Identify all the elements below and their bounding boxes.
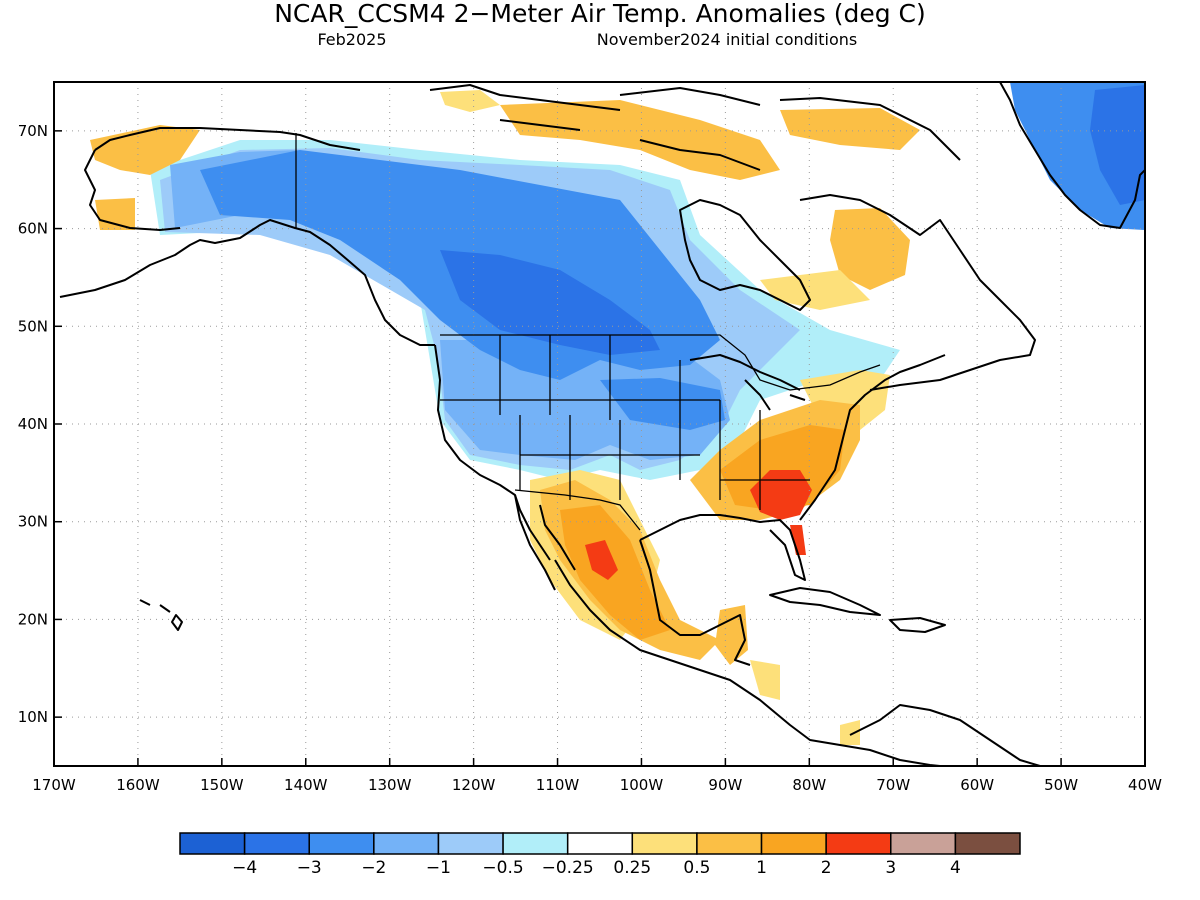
anomaly-region-labrador-pale — [760, 270, 870, 310]
x-tick-label: 130W — [368, 776, 412, 794]
colorbar-swatch — [373, 832, 440, 855]
coastline-hispaniola — [889, 617, 946, 633]
map-gridlines — [54, 82, 1145, 766]
coastline-alaska-north — [94, 127, 361, 151]
colorbar-swatch — [179, 832, 246, 855]
colorbar-swatch — [502, 832, 569, 855]
x-tick-label: 150W — [200, 776, 244, 794]
y-axis-ticks: 10N 20N 30N 40N 50N 60N 70N — [18, 122, 62, 726]
x-tick-label: 40W — [1128, 776, 1162, 794]
anomaly-region-greenland-deep — [1090, 85, 1145, 205]
coastline-great-lakes — [689, 354, 806, 411]
y-tick-label: 40N — [18, 415, 48, 433]
anomaly-shading — [90, 82, 1145, 745]
anomaly-region-caribbean-pale — [840, 720, 860, 745]
coastline-south-america — [849, 704, 1041, 766]
colorbar-swatch — [696, 832, 763, 855]
anomaly-region-georgia-carolina — [750, 470, 812, 520]
x-tick-label: 90W — [708, 776, 742, 794]
colorbar-swatch — [890, 832, 957, 855]
colorbar-label: −0.25 — [542, 858, 594, 878]
x-tick-label: 110W — [536, 776, 580, 794]
x-axis-ticks: 170W 160W 150W 140W 130W 120W 110W 100W 90W 80W 70… — [32, 758, 1162, 794]
colorbar-label: 0.25 — [613, 858, 651, 878]
coastline-us-west — [434, 344, 551, 561]
anomaly-region-arctic-warm-east — [780, 108, 920, 150]
colorbar-label: 1 — [756, 858, 767, 878]
colorbar-swatch — [308, 832, 375, 855]
x-tick-label: 70W — [876, 776, 910, 794]
map-plot-area — [54, 82, 1145, 766]
x-tick-label: 80W — [792, 776, 826, 794]
coastline-arctic-islands — [429, 84, 961, 171]
x-tick-label: 100W — [620, 776, 664, 794]
colorbar-label: 4 — [950, 858, 961, 878]
anomaly-region-florida — [790, 525, 806, 555]
anomaly-region-central-america-pale — [750, 660, 780, 700]
border-us-states — [440, 335, 810, 510]
coastlines — [59, 82, 1145, 766]
colorbar-swatch — [437, 832, 504, 855]
anomaly-region-alaska-south-warm — [95, 198, 135, 230]
colorbar-swatch — [825, 832, 892, 855]
figure-title: NCAR_CCSM4 2−Meter Air Temp. Anomalies (… — [274, 0, 926, 28]
anomaly-region-central-canada — [440, 250, 660, 355]
init-conditions-label: November2024 initial conditions — [597, 30, 857, 49]
colorbar-label: −1 — [426, 858, 451, 878]
x-tick-label: 170W — [32, 776, 76, 794]
anomaly-region-northern-plains — [600, 378, 725, 430]
anomaly-region-hudson-bay-east — [830, 208, 910, 290]
x-tick-label: 140W — [284, 776, 328, 794]
coastline-alaska — [59, 219, 435, 346]
coastline-us-east — [799, 354, 946, 521]
political-borders — [295, 133, 881, 531]
coastline-labrador — [799, 194, 1036, 391]
x-tick-label: 60W — [960, 776, 994, 794]
coastline-hudson-bay — [679, 199, 811, 311]
colorbar-label: 0.5 — [683, 858, 710, 878]
coastline-mexico-pacific — [554, 559, 951, 766]
colorbar-label: −3 — [297, 858, 322, 878]
coastline-greenland — [999, 82, 1145, 229]
colorbar: −4 −3 −2 −1 −0.5 −0.25 0.25 0.5 1 2 3 4 — [179, 832, 1021, 878]
colorbar-label: 2 — [821, 858, 832, 878]
border-us-mexico — [514, 489, 641, 531]
x-tick-label: 160W — [116, 776, 160, 794]
x-tick-label: 50W — [1044, 776, 1078, 794]
colorbar-swatch — [631, 832, 698, 855]
y-tick-label: 30N — [18, 513, 48, 531]
anomaly-region-mexico-hot — [585, 540, 618, 580]
coastline-hawaii — [139, 599, 183, 631]
anomaly-region-arctic-pale — [440, 90, 500, 112]
coastline-baja — [514, 494, 576, 591]
colorbar-label: −4 — [232, 858, 257, 878]
x-tick-label: 120W — [452, 776, 496, 794]
coastline-gulf-of-mexico — [639, 514, 806, 666]
coastline-alaska-west — [84, 149, 181, 231]
y-tick-label: 70N — [18, 122, 48, 140]
y-tick-label: 50N — [18, 317, 48, 335]
y-tick-label: 10N — [18, 708, 48, 726]
y-tick-label: 20N — [18, 610, 48, 628]
colorbar-swatch — [954, 832, 1021, 855]
coastline-cuba — [769, 587, 881, 616]
colorbar-label: −2 — [361, 858, 386, 878]
colorbar-swatch — [760, 832, 827, 855]
border-us-canada — [440, 334, 881, 391]
colorbar-swatch — [566, 832, 634, 855]
y-tick-label: 60N — [18, 220, 48, 238]
valid-month-label: Feb2025 — [317, 30, 386, 49]
colorbar-label: −0.5 — [482, 858, 523, 878]
colorbar-label: 3 — [885, 858, 896, 878]
colorbar-swatch — [243, 832, 310, 855]
